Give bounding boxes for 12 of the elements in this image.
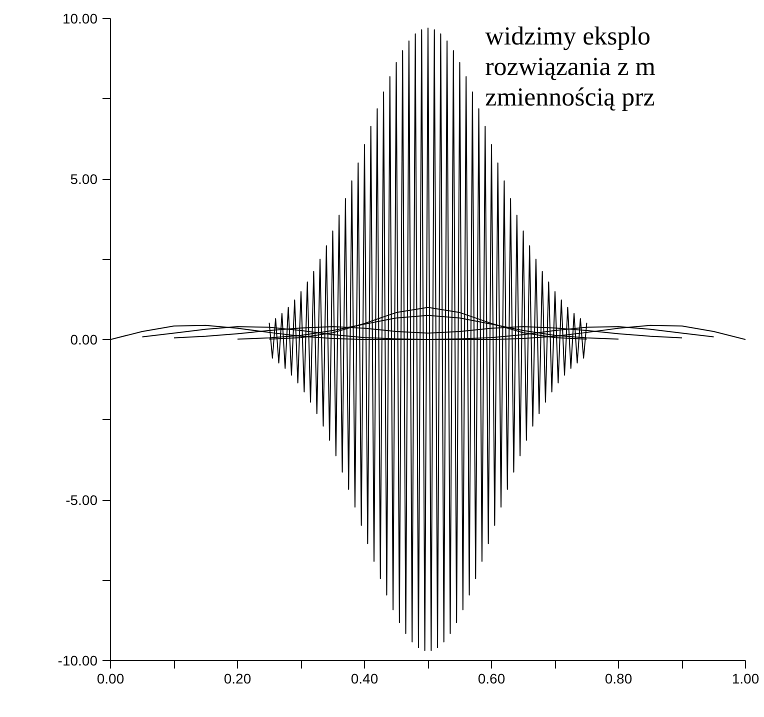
annotation: widzimy eksplo rozwiązania z m zmiennością prz (485, 22, 656, 112)
x-tick-label: 0.40 (350, 670, 378, 686)
y-tick-label: 5.00 (70, 171, 98, 187)
x-tick-label: 0.60 (478, 670, 506, 686)
x-tick-label: 1.00 (732, 670, 760, 686)
x-tick-label: 0.80 (604, 670, 632, 686)
y-tick-label: 10.00 (62, 10, 98, 26)
y-tick-label: -5.00 (66, 492, 98, 508)
x-tick-label: 0.20 (224, 670, 252, 686)
x-tick-label: 0.00 (96, 670, 124, 686)
y-tick-label: 0.00 (70, 332, 98, 348)
y-tick-label: -10.00 (58, 652, 98, 668)
